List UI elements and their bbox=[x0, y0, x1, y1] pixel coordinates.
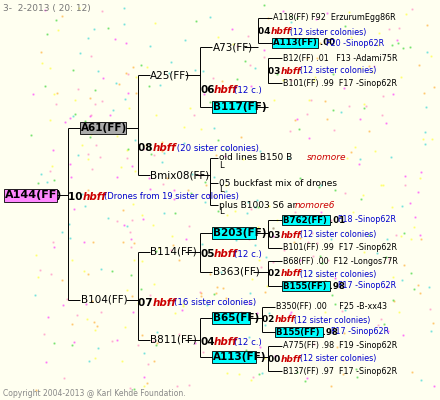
Text: A113(FF) .00: A113(FF) .00 bbox=[273, 38, 335, 48]
Text: (20 sister colonies): (20 sister colonies) bbox=[174, 144, 259, 152]
Text: 03: 03 bbox=[268, 66, 283, 76]
Text: F17 -Sinop62R: F17 -Sinop62R bbox=[326, 328, 389, 336]
Text: A61(FF): A61(FF) bbox=[81, 123, 127, 133]
Text: hbff: hbff bbox=[214, 337, 238, 347]
Text: B101(FF) .99  F17 -Sinop62R: B101(FF) .99 F17 -Sinop62R bbox=[283, 244, 397, 252]
Text: A775(FF) .98  F19 -Sinop62R: A775(FF) .98 F19 -Sinop62R bbox=[283, 342, 397, 350]
Text: B114(FF): B114(FF) bbox=[150, 247, 197, 257]
Text: hbff: hbff bbox=[281, 66, 302, 76]
Text: F20 -Sinop62R: F20 -Sinop62R bbox=[321, 38, 384, 48]
Text: 00: 00 bbox=[268, 354, 283, 364]
Text: B104(FF): B104(FF) bbox=[81, 295, 128, 305]
Text: B350(FF) .00     F25 -B-xx43: B350(FF) .00 F25 -B-xx43 bbox=[276, 302, 387, 312]
Text: A73(FF): A73(FF) bbox=[213, 42, 253, 52]
Text: (12 sister colonies): (12 sister colonies) bbox=[294, 316, 370, 324]
Text: hbff: hbff bbox=[153, 143, 177, 153]
Text: B101(FF) .99  F17 -Sinop62R: B101(FF) .99 F17 -Sinop62R bbox=[283, 78, 397, 88]
Text: B762(FF) .01: B762(FF) .01 bbox=[283, 216, 345, 224]
Text: (Drones from 19 sister colonies): (Drones from 19 sister colonies) bbox=[104, 192, 239, 202]
Text: L: L bbox=[219, 160, 224, 170]
Bar bbox=[212, 351, 256, 363]
Text: (12 c.): (12 c.) bbox=[234, 338, 262, 346]
Text: A144(FF): A144(FF) bbox=[5, 190, 62, 200]
Text: 05: 05 bbox=[200, 249, 215, 259]
Text: 02: 02 bbox=[262, 316, 278, 324]
Text: (12 sister colonies): (12 sister colonies) bbox=[300, 66, 376, 76]
Text: L: L bbox=[219, 186, 224, 194]
Bar bbox=[212, 227, 256, 239]
Text: hbff: hbff bbox=[83, 192, 107, 202]
Text: hbff: hbff bbox=[214, 249, 238, 259]
Text: (12 c.): (12 c.) bbox=[234, 250, 262, 258]
Text: hbff: hbff bbox=[271, 28, 292, 36]
Text: 04: 04 bbox=[200, 337, 215, 347]
Text: B155(FF) .98: B155(FF) .98 bbox=[276, 328, 338, 336]
Text: 04: 04 bbox=[258, 28, 274, 36]
Text: F18 -Sinop62R: F18 -Sinop62R bbox=[333, 216, 396, 224]
Bar bbox=[80, 122, 126, 134]
Text: hbff: hbff bbox=[281, 354, 302, 364]
Bar bbox=[272, 38, 318, 48]
Text: B68(FF) .00  F12 -Longos77R: B68(FF) .00 F12 -Longos77R bbox=[283, 256, 398, 266]
Bar bbox=[212, 101, 256, 113]
Text: L: L bbox=[219, 208, 224, 216]
Text: 02: 02 bbox=[268, 270, 283, 278]
Text: old lines B150 B: old lines B150 B bbox=[219, 154, 292, 162]
Text: hbff: hbff bbox=[214, 85, 238, 95]
Text: (12 sister colonies): (12 sister colonies) bbox=[300, 270, 376, 278]
Text: hbff: hbff bbox=[153, 298, 177, 308]
Text: Bmix08(FF): Bmix08(FF) bbox=[150, 170, 209, 180]
Bar bbox=[275, 327, 323, 337]
Text: (16 sister colonies): (16 sister colonies) bbox=[174, 298, 256, 308]
Text: hbff: hbff bbox=[281, 270, 302, 278]
Text: (12 sister colonies): (12 sister colonies) bbox=[290, 28, 367, 36]
Text: 06: 06 bbox=[200, 85, 215, 95]
Text: snomore: snomore bbox=[307, 154, 347, 162]
Bar bbox=[212, 312, 250, 324]
Text: A118(FF) F92  ErzurumEgg86R: A118(FF) F92 ErzurumEgg86R bbox=[273, 14, 396, 22]
Text: 08: 08 bbox=[138, 143, 156, 153]
Text: B12(FF) .01   F13 -Adami75R: B12(FF) .01 F13 -Adami75R bbox=[283, 54, 397, 62]
Text: 10: 10 bbox=[68, 192, 86, 202]
Text: B155(FF) .98: B155(FF) .98 bbox=[283, 282, 345, 290]
Text: A113(FF): A113(FF) bbox=[213, 352, 267, 362]
Text: A25(FF): A25(FF) bbox=[150, 70, 190, 80]
Text: B811(FF): B811(FF) bbox=[150, 335, 197, 345]
Text: 03: 03 bbox=[268, 230, 283, 240]
Text: Copyright 2004-2013 @ Karl Kehde Foundation.: Copyright 2004-2013 @ Karl Kehde Foundat… bbox=[3, 388, 186, 398]
Bar bbox=[4, 188, 57, 202]
Text: 3-  2-2013 ( 20: 12): 3- 2-2013 ( 20: 12) bbox=[3, 4, 91, 12]
Text: B363(FF): B363(FF) bbox=[213, 267, 260, 277]
Text: B65(FF): B65(FF) bbox=[213, 313, 259, 323]
Text: (12 sister colonies): (12 sister colonies) bbox=[300, 230, 376, 240]
Bar bbox=[282, 281, 330, 291]
Text: B203(FF): B203(FF) bbox=[213, 228, 267, 238]
Text: hbff: hbff bbox=[281, 230, 302, 240]
Text: (12 c.): (12 c.) bbox=[234, 86, 262, 94]
Text: 05 buckfast mix of drones: 05 buckfast mix of drones bbox=[219, 178, 337, 188]
Text: B137(FF) .97  F17 -Sinop62R: B137(FF) .97 F17 -Sinop62R bbox=[283, 366, 397, 376]
Text: plus B1003 S6 ar: plus B1003 S6 ar bbox=[219, 200, 296, 210]
Text: B117(FF): B117(FF) bbox=[213, 102, 267, 112]
Text: F17 -Sinop62R: F17 -Sinop62R bbox=[333, 282, 396, 290]
Text: nomore6: nomore6 bbox=[295, 200, 335, 210]
Text: (12 sister colonies): (12 sister colonies) bbox=[300, 354, 376, 364]
Text: hbff: hbff bbox=[275, 316, 296, 324]
Text: 07: 07 bbox=[138, 298, 156, 308]
Bar bbox=[282, 215, 330, 225]
